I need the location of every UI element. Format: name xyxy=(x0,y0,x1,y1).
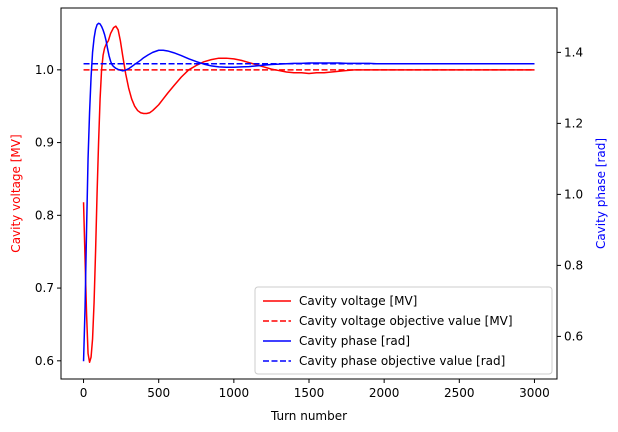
right-y-axis: 0.6 0.8 1.0 1.2 1.4 xyxy=(557,45,583,343)
series-line-cavity-voltage-mv xyxy=(82,25,535,364)
legend-entry-label: Cavity phase objective value [rad] xyxy=(299,354,505,368)
x-axis-title: Turn number xyxy=(270,409,347,423)
right-y-tick-label: 1.4 xyxy=(564,45,583,59)
legend-box xyxy=(254,286,553,375)
x-tick-label: 0 xyxy=(80,386,88,400)
left-y-tick-label: 1.0 xyxy=(35,63,54,77)
right-y-tick-label: 1.2 xyxy=(564,116,583,130)
right-y-axis-title: Cavity phase [rad] xyxy=(594,138,608,249)
left-y-tick-label: 0.9 xyxy=(35,136,54,150)
legend-entry-label: Cavity voltage [MV] xyxy=(299,294,417,308)
left-y-tick-label: 0.7 xyxy=(35,281,54,295)
right-y-tick-label: 1.0 xyxy=(564,187,583,201)
right-y-tick-label: 0.8 xyxy=(564,258,583,272)
left-y-tick-label: 0.8 xyxy=(35,208,54,222)
left-y-tick-label: 0.6 xyxy=(35,354,54,368)
left-y-axis: 0.6 0.7 0.8 0.9 1.0 xyxy=(35,63,61,368)
x-tick-label: 500 xyxy=(147,386,170,400)
x-tick-label: 2500 xyxy=(444,386,475,400)
legend: Cavity voltage [MV] Cavity voltage object… xyxy=(254,286,553,375)
x-tick-label: 3000 xyxy=(519,386,550,400)
x-tick-label: 2000 xyxy=(369,386,400,400)
legend-entry-label: Cavity phase [rad] xyxy=(299,334,410,348)
x-axis: 0 500 1000 1500 2000 2500 3000 xyxy=(80,379,550,400)
left-y-axis-title: Cavity voltage [MV] xyxy=(9,134,23,252)
x-tick-label: 1500 xyxy=(294,386,325,400)
right-y-tick-label: 0.6 xyxy=(564,329,583,343)
legend-entry-label: Cavity voltage objective value [MV] xyxy=(299,314,513,328)
x-tick-label: 1000 xyxy=(219,386,250,400)
